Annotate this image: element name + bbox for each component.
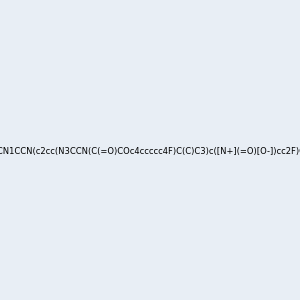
Text: CCN1CCN(c2cc(N3CCN(C(=O)COc4ccccc4F)C(C)C3)c([N+](=O)[O-])cc2F)CC1: CCN1CCN(c2cc(N3CCN(C(=O)COc4ccccc4F)C(C)…	[0, 147, 300, 156]
